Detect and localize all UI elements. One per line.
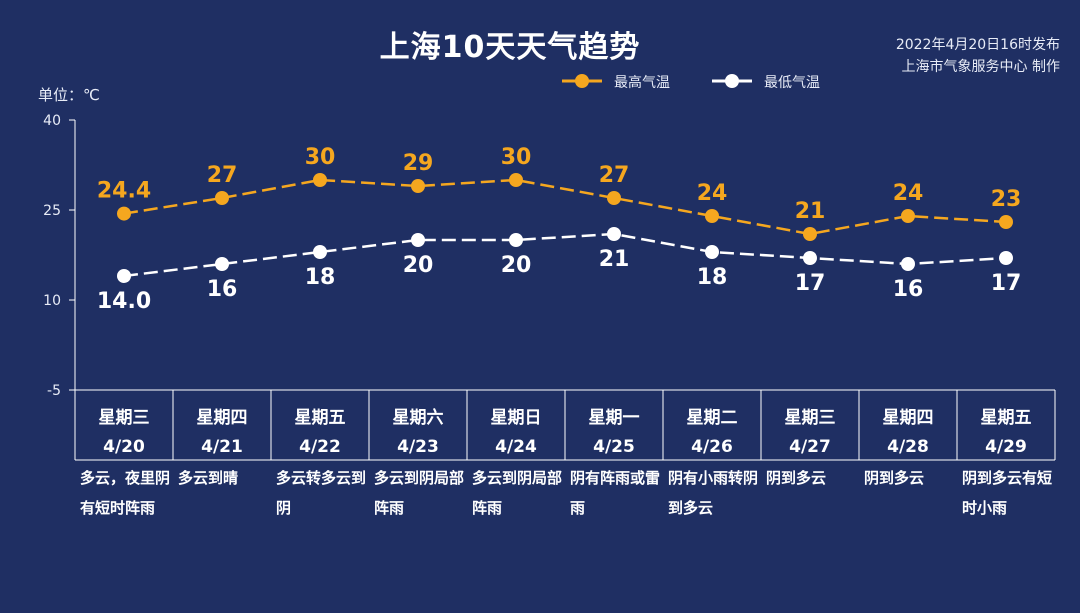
high-temp-label: 21 [795,199,826,224]
high-temp-label: 29 [403,151,434,176]
legend-label-high: 最高气温 [614,75,670,91]
low-temp-label: 20 [501,253,532,278]
high-temp-label: 24.4 [97,179,151,204]
date-label: 4/20 [103,437,145,457]
low-temp-point [803,251,817,265]
high-temp-label: 24 [697,181,728,206]
low-temp-point [313,245,327,259]
weather-description: 多云到阴局部阵雨 [374,469,465,517]
high-temp-label: 27 [599,163,630,188]
weekday-label: 星期四 [883,408,934,428]
high-temp-label: 30 [305,145,336,170]
low-temp-point [607,227,621,241]
date-label: 4/25 [593,437,635,457]
unit-label: 单位：℃ [38,86,100,104]
low-temp-label: 18 [697,265,728,290]
publish-info: 2022年4月20日16时发布 上海市气象服务中心 制作 [800,34,1060,78]
weekday-label: 星期五 [295,408,346,428]
high-temp-label: 23 [991,187,1022,212]
low-temp-point [705,245,719,259]
low-temp-point [117,269,131,283]
weather-description: 多云转多云到阴 [276,469,367,517]
weekday-label: 星期六 [393,407,444,428]
weather-description: 多云，夜里阴有短时阵雨 [80,469,171,517]
weekday-label: 星期三 [785,408,836,428]
high-temp-point [313,173,327,187]
legend-swatch-high [562,74,602,88]
weather-description: 阴有小雨转阴到多云 [668,469,759,517]
weekday-label: 星期二 [687,408,738,428]
low-temp-label: 21 [599,247,630,272]
low-temp-label: 17 [795,271,826,296]
high-temp-point [117,206,131,221]
low-temp-label: 16 [207,277,238,302]
low-temp-point [215,257,229,271]
date-label: 4/26 [691,437,733,457]
date-label: 4/29 [985,437,1027,457]
page-title: 上海10天天气趋势 [379,30,641,65]
weekday-label: 星期三 [99,408,150,428]
high-temp-point [411,179,425,193]
low-temp-label: 20 [403,253,434,278]
high-temp-label: 27 [207,163,238,188]
high-temp-point [803,227,817,241]
weather-description: 阴到多云有短时小雨 [962,469,1053,517]
y-tick-label: 40 [43,113,61,129]
weather-description: 多云到阴局部阵雨 [472,469,563,517]
date-label: 4/23 [397,437,439,457]
high-temp-line [123,178,1007,236]
weekday-label: 星期四 [197,408,248,428]
high-temp-label: 24 [893,181,924,206]
low-temp-point [509,233,523,247]
high-temp-point [901,209,915,223]
date-label: 4/24 [495,437,537,457]
weekday-label: 星期五 [981,408,1032,428]
low-temp-point [411,233,425,247]
high-temp-label: 30 [501,145,532,170]
low-temp-label: 16 [893,277,924,302]
publish-time: 2022年4月20日16时发布 [895,37,1060,53]
date-label: 4/21 [201,437,243,457]
legend-label-low: 最低气温 [764,75,820,91]
date-label: 4/22 [299,437,341,457]
high-temp-point [509,173,523,187]
low-temp-point [901,257,915,271]
y-tick-label: 25 [43,203,61,219]
weather-description: 阴到多云 [766,469,827,487]
weekday-label: 星期一 [589,408,640,428]
legend-swatch-low [712,74,752,88]
high-temp-point [705,209,719,223]
y-tick-label: 10 [43,293,61,309]
y-tick-label: -5 [47,383,61,399]
publisher: 上海市气象服务中心 制作 [901,59,1060,75]
date-label: 4/28 [887,437,929,457]
date-label: 4/27 [789,437,831,457]
low-temp-label: 14.0 [97,289,151,314]
low-temp-label: 18 [305,265,336,290]
high-temp-point [999,215,1013,229]
weather-description: 多云到晴 [178,469,239,487]
low-temp-line [123,232,1007,278]
weekday-label: 星期日 [491,408,542,428]
weather-description: 阴有阵雨或雷雨 [570,469,661,517]
weather-description: 阴到多云 [864,469,925,487]
low-temp-label: 17 [991,271,1022,296]
high-temp-point [607,191,621,205]
high-temp-point [215,191,229,205]
low-temp-point [999,251,1013,265]
